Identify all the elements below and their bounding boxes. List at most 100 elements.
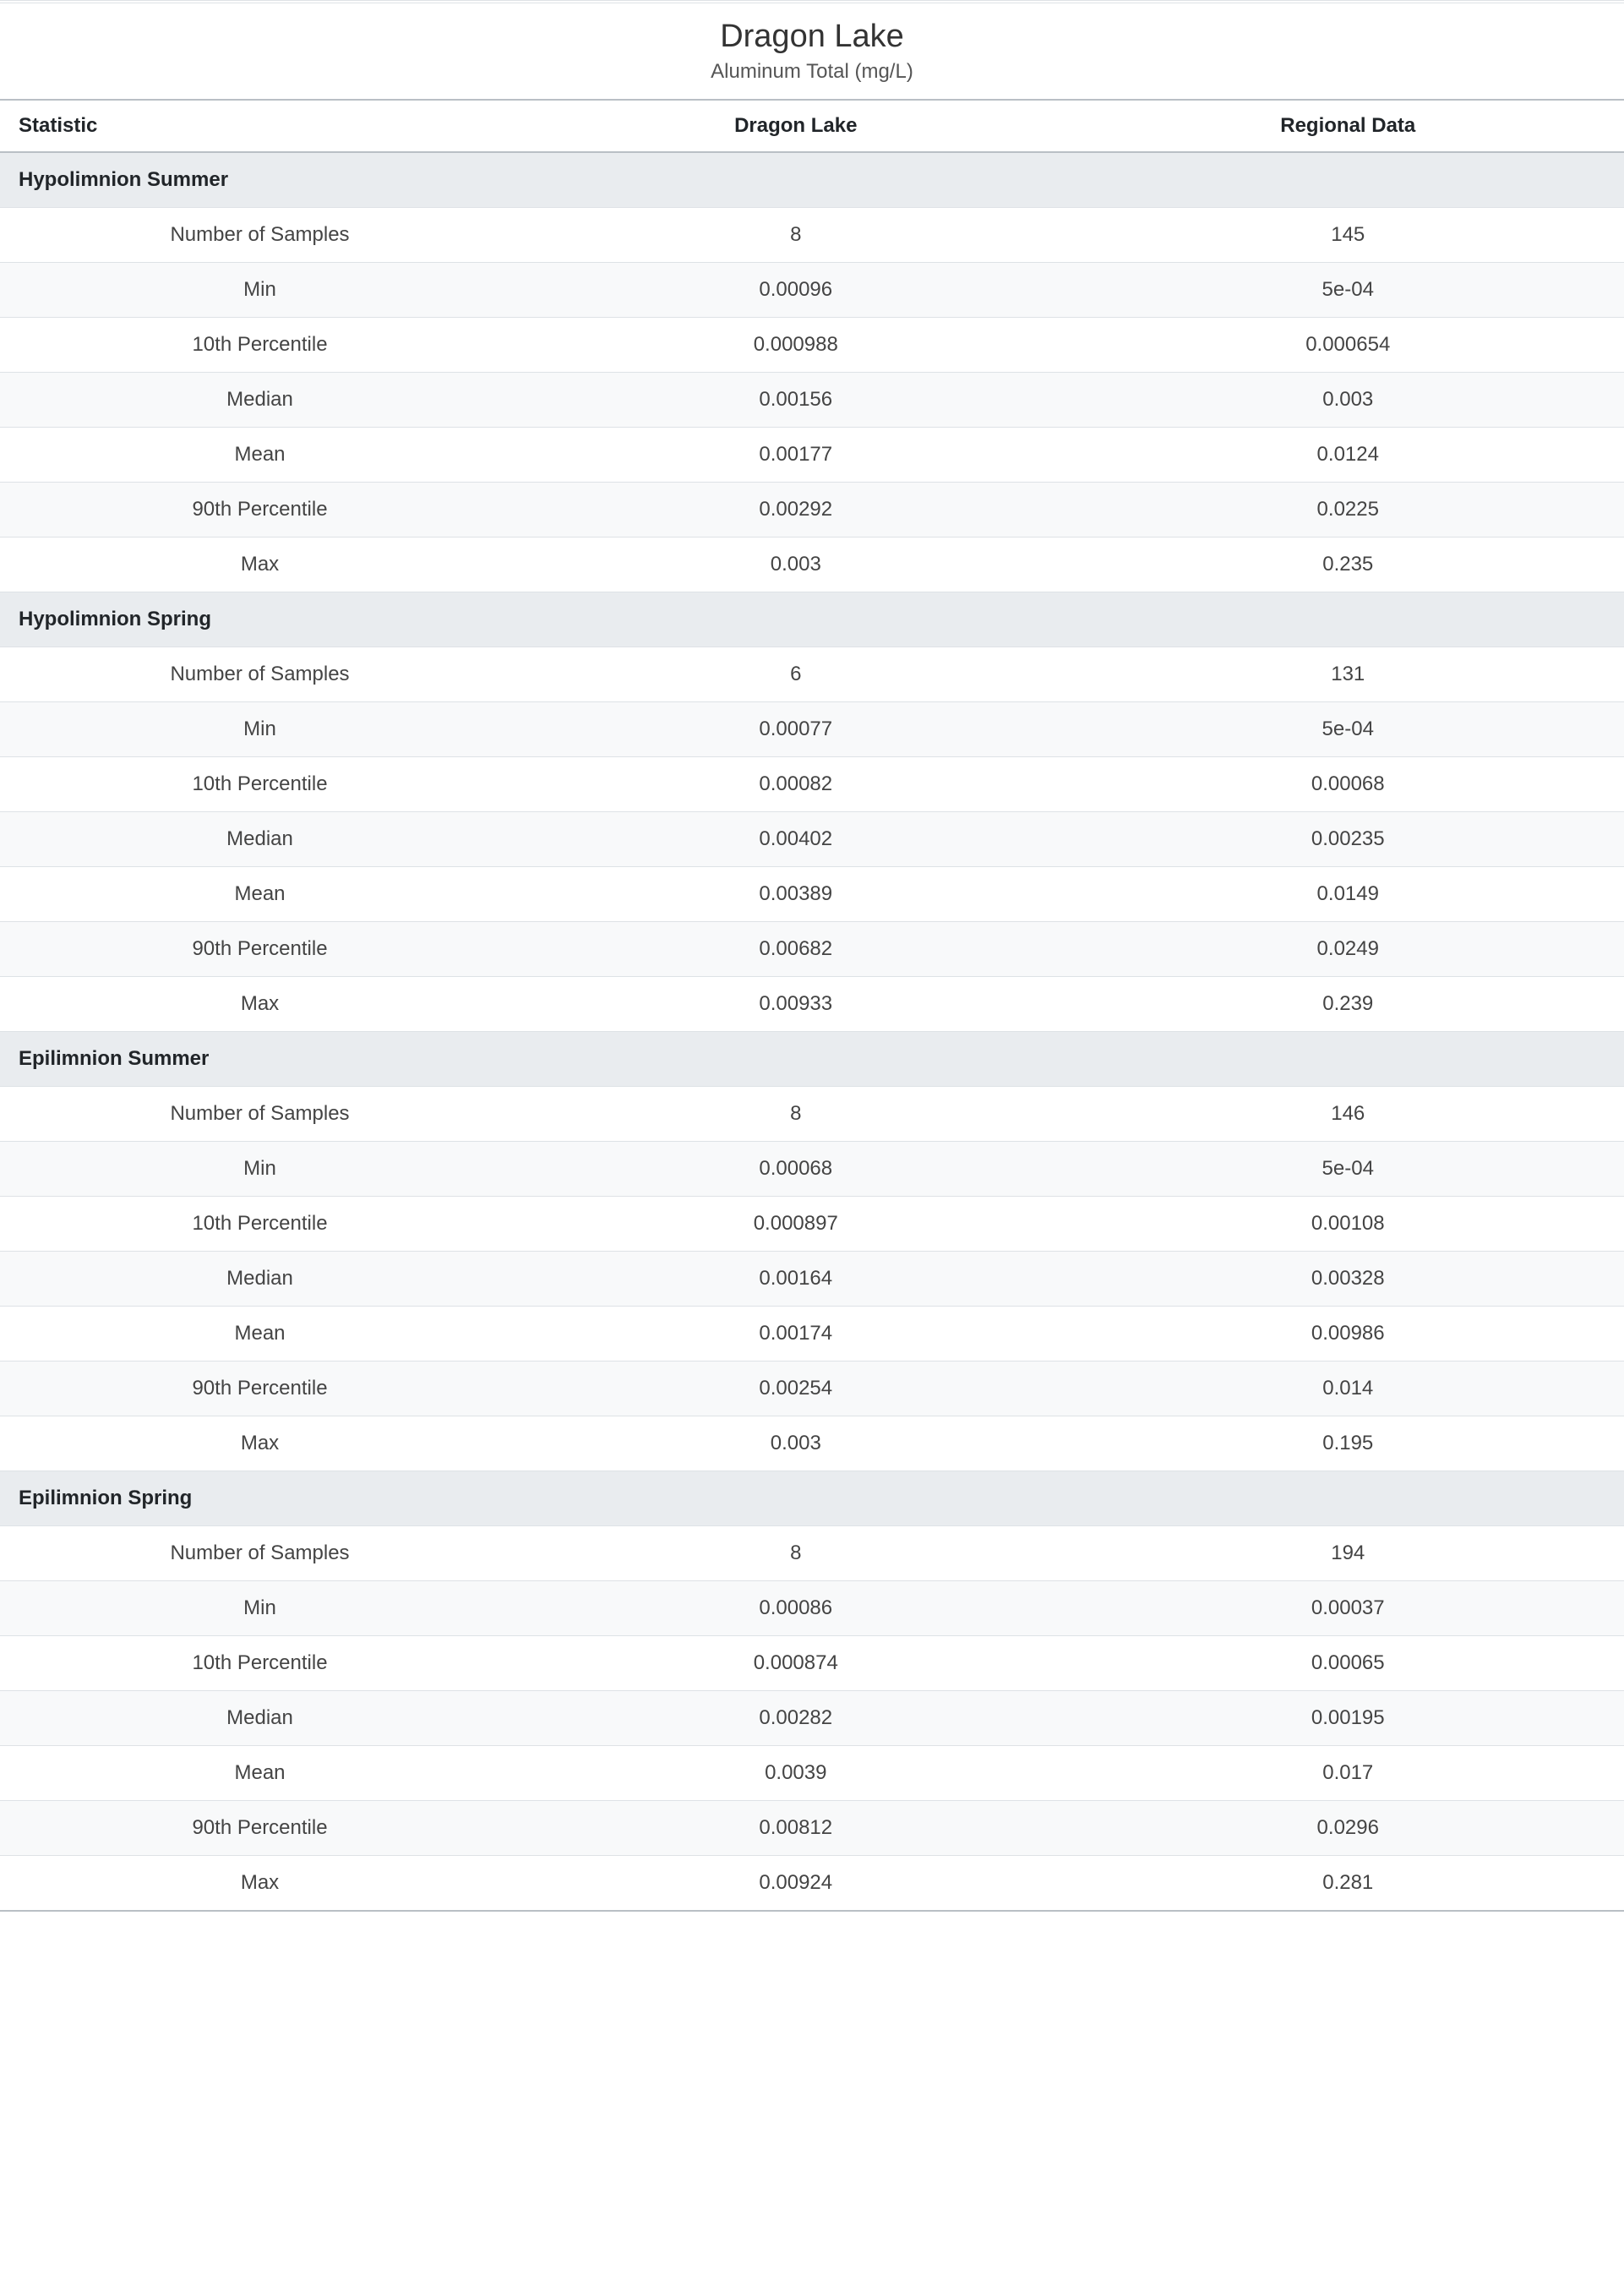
stat-label: Min (0, 263, 520, 318)
table-row: 10th Percentile0.0009880.000654 (0, 318, 1624, 373)
table-row: 10th Percentile0.0008740.00065 (0, 1636, 1624, 1691)
stat-regional-value: 0.195 (1072, 1416, 1624, 1471)
stat-regional-value: 0.003 (1072, 373, 1624, 428)
table-row: Number of Samples8146 (0, 1087, 1624, 1142)
title-block: Dragon Lake Aluminum Total (mg/L) (0, 3, 1624, 99)
stat-regional-value: 0.00986 (1072, 1307, 1624, 1361)
stat-site-value: 0.00086 (520, 1581, 1071, 1636)
table-row: Median0.002820.00195 (0, 1691, 1624, 1746)
stat-site-value: 0.00177 (520, 428, 1071, 483)
table-row: Max0.009240.281 (0, 1856, 1624, 1912)
stat-label: Median (0, 1252, 520, 1307)
stat-label: Median (0, 1691, 520, 1746)
stat-site-value: 0.00254 (520, 1361, 1071, 1416)
stat-site-value: 0.00077 (520, 702, 1071, 757)
stat-label: Min (0, 1581, 520, 1636)
stat-site-value: 6 (520, 647, 1071, 702)
table-row: Min0.000965e-04 (0, 263, 1624, 318)
stat-regional-value: 0.00065 (1072, 1636, 1624, 1691)
stat-site-value: 0.00282 (520, 1691, 1071, 1746)
stat-site-value: 0.00292 (520, 483, 1071, 537)
stat-label: 10th Percentile (0, 318, 520, 373)
stat-site-value: 0.0039 (520, 1746, 1071, 1801)
section-header-label: Hypolimnion Spring (0, 592, 1624, 647)
table-row: Median0.004020.00235 (0, 812, 1624, 867)
stat-label: Mean (0, 1746, 520, 1801)
stat-site-value: 0.00082 (520, 757, 1071, 812)
table-row: Min0.000860.00037 (0, 1581, 1624, 1636)
table-row: Number of Samples8194 (0, 1526, 1624, 1581)
stat-label: 90th Percentile (0, 1801, 520, 1856)
stat-regional-value: 0.0124 (1072, 428, 1624, 483)
stat-label: Max (0, 1416, 520, 1471)
table-row: Max0.0030.235 (0, 537, 1624, 592)
stat-regional-value: 0.000654 (1072, 318, 1624, 373)
stat-regional-value: 0.239 (1072, 977, 1624, 1032)
stat-regional-value: 5e-04 (1072, 1142, 1624, 1197)
stat-label: Min (0, 1142, 520, 1197)
section-header-row: Hypolimnion Summer (0, 152, 1624, 208)
stat-site-value: 0.00682 (520, 922, 1071, 977)
stat-label: 90th Percentile (0, 483, 520, 537)
stat-regional-value: 0.281 (1072, 1856, 1624, 1912)
stat-site-value: 8 (520, 1526, 1071, 1581)
stat-label: Mean (0, 1307, 520, 1361)
stat-site-value: 8 (520, 1087, 1071, 1142)
stat-site-value: 0.00174 (520, 1307, 1071, 1361)
stat-label: Mean (0, 867, 520, 922)
stat-site-value: 8 (520, 208, 1071, 263)
table-row: Min0.000685e-04 (0, 1142, 1624, 1197)
table-row: Number of Samples8145 (0, 208, 1624, 263)
stat-label: 10th Percentile (0, 1636, 520, 1691)
table-row: 90th Percentile0.002920.0225 (0, 483, 1624, 537)
stat-label: 10th Percentile (0, 1197, 520, 1252)
stat-regional-value: 0.0296 (1072, 1801, 1624, 1856)
table-row: 10th Percentile0.0008970.00108 (0, 1197, 1624, 1252)
section-header-row: Epilimnion Summer (0, 1032, 1624, 1087)
stat-site-value: 0.003 (520, 1416, 1071, 1471)
stat-regional-value: 0.00195 (1072, 1691, 1624, 1746)
stat-site-value: 0.00096 (520, 263, 1071, 318)
stat-label: Max (0, 977, 520, 1032)
stat-regional-value: 0.00068 (1072, 757, 1624, 812)
stat-label: 90th Percentile (0, 1361, 520, 1416)
stat-site-value: 0.00812 (520, 1801, 1071, 1856)
section-header-label: Hypolimnion Summer (0, 152, 1624, 208)
stat-regional-value: 194 (1072, 1526, 1624, 1581)
table-row: Mean0.001740.00986 (0, 1307, 1624, 1361)
table-body: Hypolimnion SummerNumber of Samples8145M… (0, 152, 1624, 1911)
section-header-row: Epilimnion Spring (0, 1471, 1624, 1526)
table-row: Median0.001640.00328 (0, 1252, 1624, 1307)
table-row: Mean0.00390.017 (0, 1746, 1624, 1801)
stat-label: Max (0, 537, 520, 592)
stats-table: Statistic Dragon Lake Regional Data Hypo… (0, 99, 1624, 1912)
table-row: Mean0.003890.0149 (0, 867, 1624, 922)
table-row: Max0.009330.239 (0, 977, 1624, 1032)
section-header-row: Hypolimnion Spring (0, 592, 1624, 647)
table-row: 90th Percentile0.008120.0296 (0, 1801, 1624, 1856)
stat-regional-value: 0.00108 (1072, 1197, 1624, 1252)
stat-label: Mean (0, 428, 520, 483)
stat-label: Median (0, 812, 520, 867)
table-row: 10th Percentile0.000820.00068 (0, 757, 1624, 812)
stat-label: 10th Percentile (0, 757, 520, 812)
stat-regional-value: 0.017 (1072, 1746, 1624, 1801)
stat-site-value: 0.00068 (520, 1142, 1071, 1197)
table-row: 90th Percentile0.002540.014 (0, 1361, 1624, 1416)
col-header-site: Dragon Lake (520, 100, 1071, 152)
stat-label: Number of Samples (0, 1526, 520, 1581)
stat-site-value: 0.000874 (520, 1636, 1071, 1691)
table-row: Median0.001560.003 (0, 373, 1624, 428)
stat-regional-value: 131 (1072, 647, 1624, 702)
stat-site-value: 0.00156 (520, 373, 1071, 428)
stat-regional-value: 146 (1072, 1087, 1624, 1142)
stat-label: Number of Samples (0, 208, 520, 263)
stat-site-value: 0.000897 (520, 1197, 1071, 1252)
stat-site-value: 0.00164 (520, 1252, 1071, 1307)
stat-label: 90th Percentile (0, 922, 520, 977)
table-row: 90th Percentile0.006820.0249 (0, 922, 1624, 977)
table-row: Mean0.001770.0124 (0, 428, 1624, 483)
stat-regional-value: 0.0225 (1072, 483, 1624, 537)
stat-regional-value: 0.00328 (1072, 1252, 1624, 1307)
table-row: Number of Samples6131 (0, 647, 1624, 702)
